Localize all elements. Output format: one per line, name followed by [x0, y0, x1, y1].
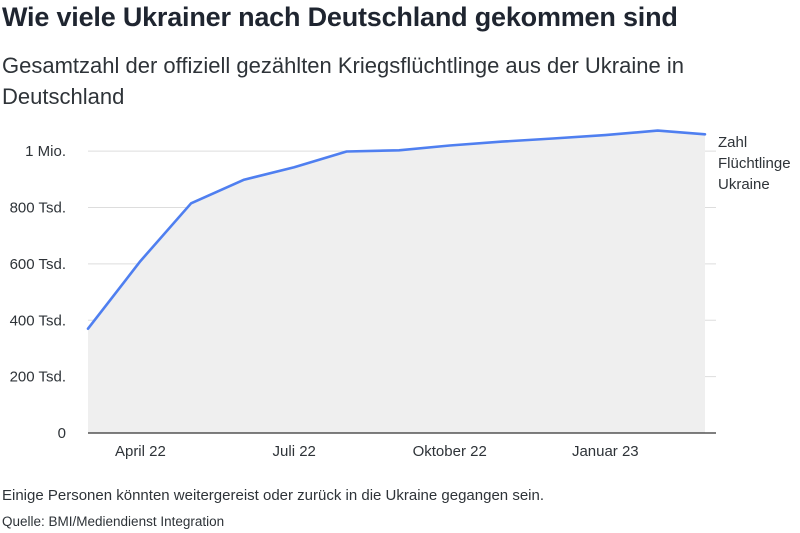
- chart-title: Wie viele Ukrainer nach Deutschland geko…: [2, 2, 678, 32]
- area-fill-group: [88, 130, 705, 433]
- x-tick-labels: April 22 Juli 22 Oktober 22 Januar 23: [115, 443, 639, 460]
- chart-source: Quelle: BMI/Mediendienst Integration: [2, 514, 225, 529]
- x-tick-label: April 22: [115, 443, 166, 460]
- series-label-line-1: Zahl: [718, 134, 747, 151]
- y-tick-label: 400 Tsd.: [10, 312, 66, 329]
- area-fill: [88, 130, 705, 433]
- series-label: Zahl Flüchtlinge Ukraine: [718, 134, 795, 193]
- series-line-group: [86, 129, 707, 330]
- y-tick-label: 200 Tsd.: [10, 369, 66, 386]
- series-label-line-2: Flüchtlinge: [718, 155, 791, 172]
- y-tick-label: 1 Mio.: [25, 143, 66, 160]
- y-tick-label: 800 Tsd.: [10, 200, 66, 217]
- series-label-line-3: Ukraine: [718, 176, 770, 193]
- x-tick-label: Januar 23: [572, 443, 639, 460]
- chart-note: Einige Personen könnten weitergereist od…: [2, 487, 544, 504]
- chart-subtitle: Gesamtzahl der offiziell gezählten Krieg…: [2, 53, 684, 109]
- y-tick-labels: 0 200 Tsd. 400 Tsd. 600 Tsd. 800 Tsd. 1 Mio.: [10, 143, 66, 442]
- x-tick-label: Oktober 22: [413, 443, 487, 460]
- y-tick-label: 0: [58, 425, 66, 442]
- x-tick-label: Juli 22: [273, 443, 316, 460]
- y-tick-label: 600 Tsd.: [10, 256, 66, 273]
